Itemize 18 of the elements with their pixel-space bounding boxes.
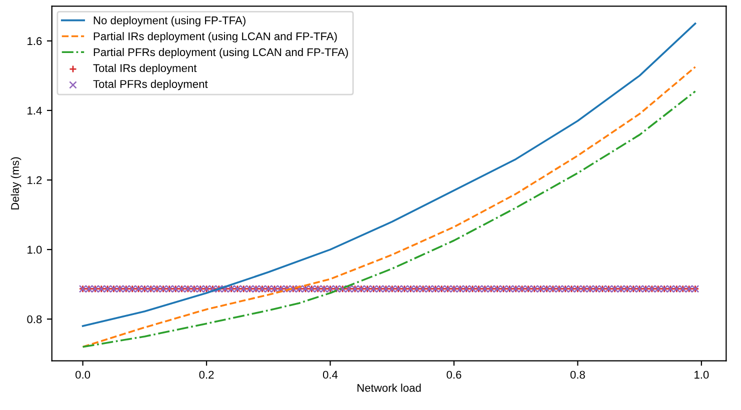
y-tick-label: 0.8 — [27, 315, 42, 324]
y-tick-label: 1.2 — [28, 176, 42, 184]
legend-label: Total IRs deployment — [93, 64, 197, 74]
legend-label: Partial PFRs deployment (using LCAN and FP-TFA) — [94, 48, 348, 58]
x-tick-label: 0.0 — [76, 370, 90, 379]
y-axis-title: Delay (ms) — [10, 157, 22, 210]
y-tick-label: 1.4 — [28, 106, 42, 114]
y-tick-label: 1.6 — [28, 37, 42, 46]
legend-label: No deployment (using FP-TFA) — [94, 16, 246, 27]
x-axis-title: Network load — [358, 384, 421, 392]
x-tick-label: 0.2 — [199, 370, 214, 379]
x-tick-label: 0.4 — [322, 370, 338, 379]
x-tick-label: 0.6 — [446, 370, 462, 379]
x-tick-label: 0.8 — [570, 370, 585, 379]
legend-label: Total PFRs deployment — [93, 80, 208, 90]
x-tick-label: 1.0 — [694, 370, 709, 379]
legend-label: Partial IRs deployment (using LCAN and FP-TFA) — [94, 32, 337, 42]
y-tick-label: 1.0 — [28, 246, 42, 254]
